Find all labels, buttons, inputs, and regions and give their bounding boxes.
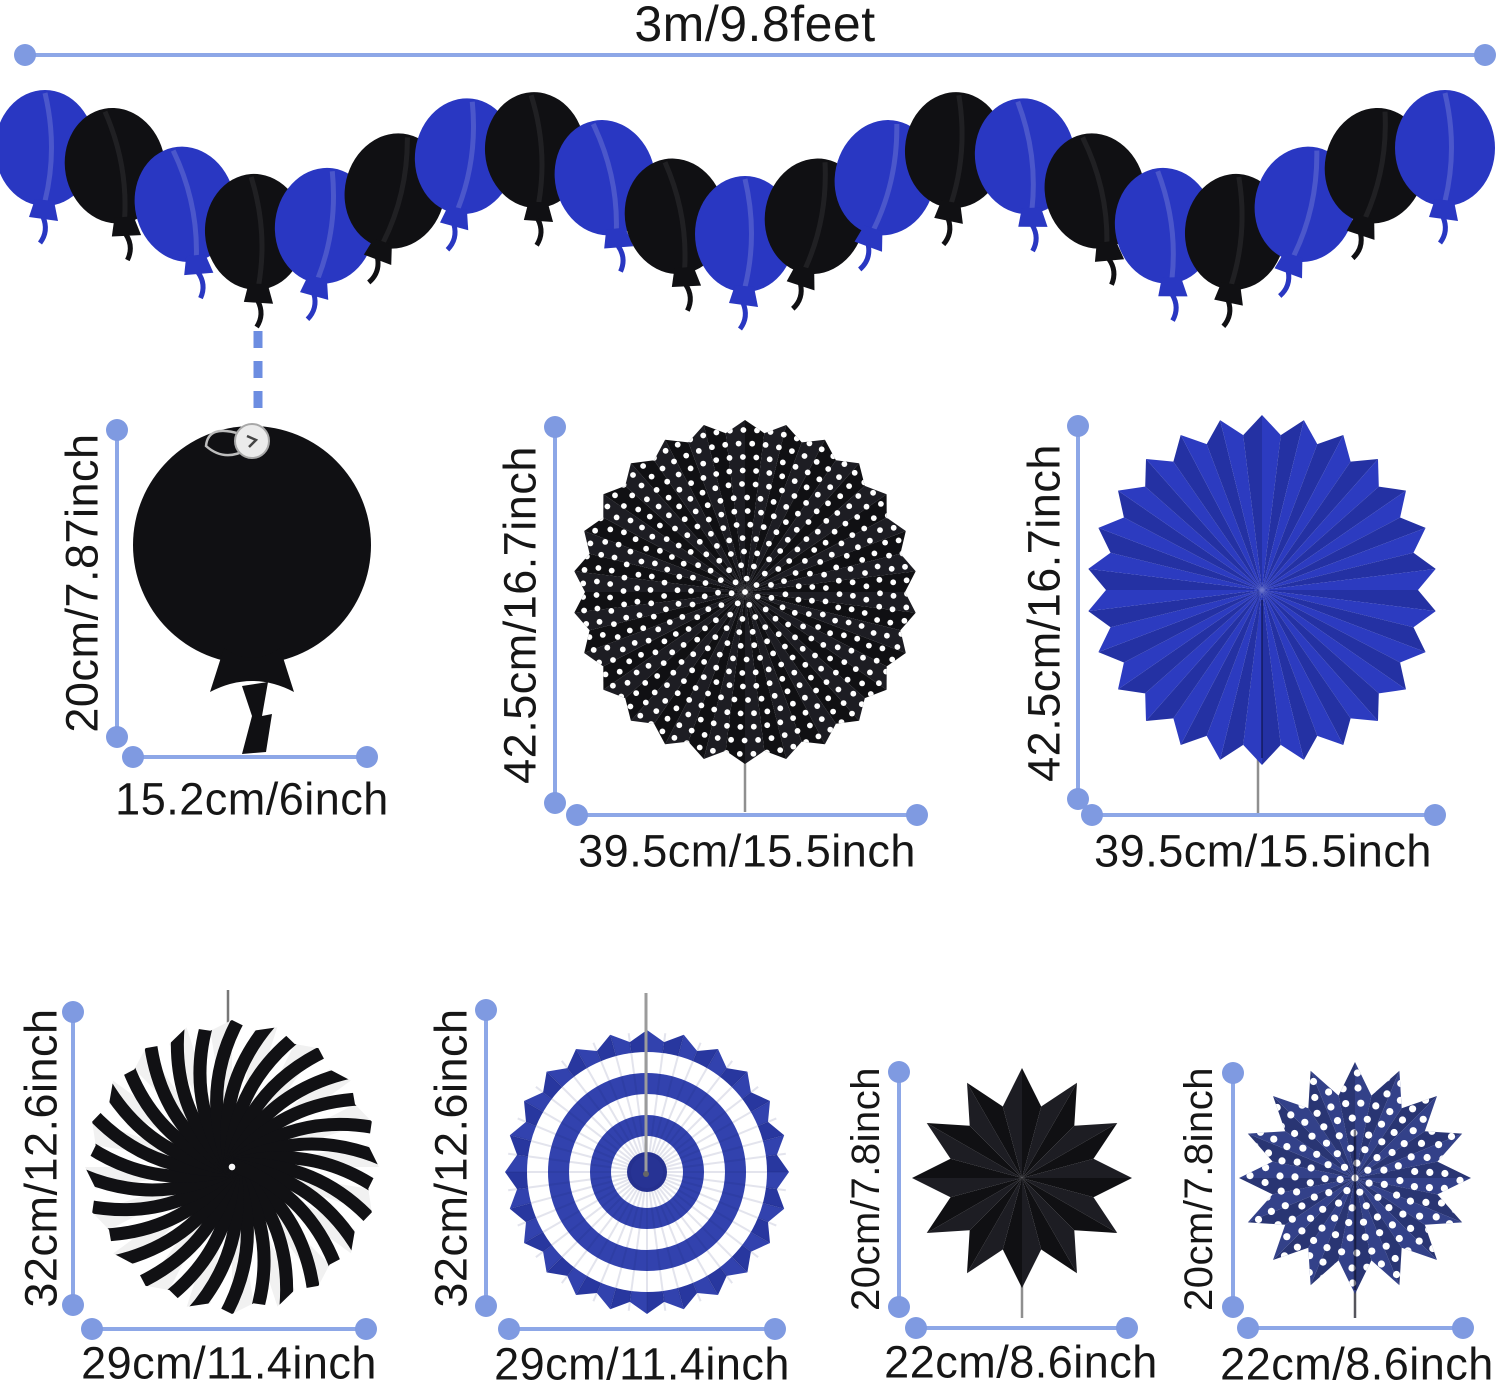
width-label-blue-fan: 39.5cm/15.5inch [1094,825,1432,877]
height-label-swirl-fan: 32cm/12.6inch [15,1008,67,1308]
garland-length-label: 3m/9.8feet [634,0,876,52]
black-polka-dot-fan [574,420,916,812]
black-white-swirl-fan [85,990,379,1314]
blue-fan-dimensions [1067,415,1446,826]
width-label-black-dot-fan: 39.5cm/15.5inch [578,825,916,877]
height-label-balloon-cutout: 20cm/7.87inch [56,433,108,733]
width-label-ring-fan: 29cm/11.4inch [494,1338,790,1387]
blue-white-ring-fan [505,993,789,1314]
black-pinwheel-dimensions [888,1061,1138,1339]
height-label-ring-fan: 32cm/12.6inch [425,1008,477,1308]
width-label-black-pinwheel: 22cm/8.6inch [884,1336,1158,1387]
height-label-blue-dot-fan: 20cm/7.8inch [1177,1067,1221,1311]
swirl-fan-dimensions [62,1001,377,1340]
width-label-swirl-fan: 29cm/11.4inch [81,1337,377,1387]
hang-tag [234,423,270,459]
width-label-blue-dot-fan: 22cm/8.6inch [1220,1338,1494,1387]
ring-fan-dimensions [475,999,786,1340]
balloon-garland [0,90,1495,331]
balloon-cutout-dimensions [106,419,378,768]
blue-polka-dot-fan [1239,1062,1471,1318]
garland-length-dimension-line [14,44,1496,66]
black-balloon-cutout [133,423,371,754]
blue-paper-fan [1088,415,1436,816]
height-label-blue-fan: 42.5cm/16.7inch [1018,444,1070,782]
black-dot-fan-dimensions [544,416,928,826]
height-label-black-dot-fan: 42.5cm/16.7inch [494,446,546,784]
width-label-balloon-cutout: 15.2cm/6inch [115,773,389,825]
height-label-black-pinwheel: 20cm/7.8inch [844,1067,888,1311]
black-pinwheel-fan [912,1068,1132,1318]
blue-dot-fan-dimensions [1222,1062,1474,1339]
